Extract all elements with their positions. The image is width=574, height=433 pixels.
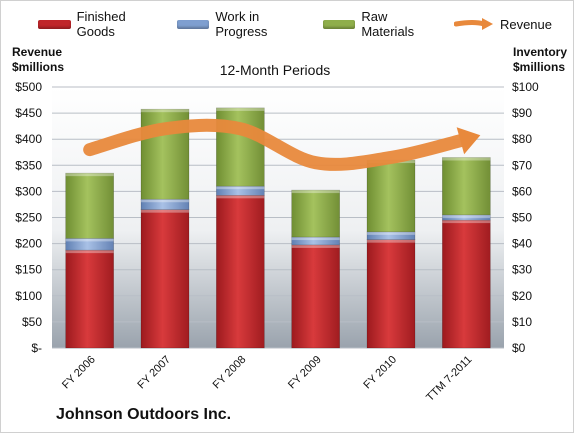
bar-raw-materials — [366, 159, 416, 233]
legend-label-finished-goods: Finished Goods — [76, 9, 126, 39]
legend-item-revenue: Revenue — [453, 16, 552, 32]
left-axis-title: Revenue $millions — [12, 45, 64, 75]
left-tick-label: $300 — [15, 184, 42, 198]
right-tick-label: $10 — [512, 315, 532, 329]
bar-finished-goods-highlight — [291, 244, 340, 248]
legend-swatch-finished-goods — [38, 19, 71, 29]
right-axis-title: Inventory $millions — [513, 45, 567, 75]
bar-raw-materials-highlight — [291, 190, 340, 194]
legend-label-raw-materials: Raw Materials — [361, 9, 415, 39]
bar-raw-materials — [442, 157, 491, 216]
right-tick-label: $30 — [512, 263, 532, 277]
bar-work-in-progress-highlight — [442, 214, 491, 218]
x-tick-label: FY 2007 — [135, 354, 173, 392]
bar-finished-goods-highlight — [216, 195, 265, 199]
company-name: Johnson Outdoors Inc. — [56, 406, 232, 423]
revenue-line — [83, 118, 481, 171]
x-tick-label: TTM 7-2011 — [424, 354, 474, 404]
bar-raw-materials-highlight — [65, 173, 114, 177]
bar-finished-goods — [65, 249, 114, 349]
bar-work-in-progress-highlight — [367, 231, 415, 235]
chart-subtitle: 12-Month Periods — [219, 62, 331, 78]
right-axis-ticks: $0 $10 $20 $30 $40 $50 $60 $70 $80 $90 $100 — [512, 80, 539, 355]
bar-work-in-progress-highlight — [65, 238, 114, 242]
bar-finished-goods — [291, 244, 340, 349]
left-tick-label: $400 — [15, 132, 42, 146]
legend-swatch-work-in-progress — [176, 19, 210, 29]
bar-raw-materials-highlight — [442, 157, 491, 161]
bar-finished-goods-highlight — [367, 239, 415, 243]
right-tick-label: $50 — [512, 211, 532, 225]
right-tick-label: $0 — [512, 341, 526, 355]
bar-finished-goods-highlight — [141, 209, 189, 213]
left-tick-label: $150 — [15, 263, 42, 277]
right-tick-label: $60 — [512, 184, 532, 198]
bar-finished-goods — [442, 219, 491, 349]
left-tick-label: $- — [31, 341, 42, 355]
right-tick-label: $40 — [512, 237, 532, 251]
bar-finished-goods — [366, 239, 416, 349]
grid-lines — [52, 86, 504, 349]
bar-raw-materials-highlight — [141, 109, 189, 113]
left-tick-label: $350 — [15, 158, 42, 172]
left-tick-label: $450 — [15, 106, 42, 120]
legend-item-work-in-progress: Work in Progress — [176, 9, 301, 39]
bar-finished-goods — [216, 195, 265, 349]
left-tick-label: $50 — [22, 315, 42, 329]
bar-raw-materials — [291, 189, 340, 238]
bar-raw-materials-highlight — [216, 107, 265, 111]
revenue-line-path — [83, 118, 469, 171]
left-tick-label: $100 — [15, 289, 42, 303]
legend-swatch-raw-materials — [322, 19, 356, 29]
legend-label-revenue: Revenue — [499, 16, 552, 32]
revenue-arrowhead — [456, 127, 481, 155]
right-tick-label: $70 — [512, 158, 532, 172]
right-tick-label: $80 — [512, 132, 532, 146]
left-tick-label: $500 — [15, 80, 42, 94]
left-tick-label: $200 — [15, 237, 42, 251]
right-tick-label: $90 — [512, 106, 532, 120]
left-tick-label: $250 — [15, 211, 42, 225]
legend: Finished Goods Work in Progress Raw Mate… — [38, 9, 574, 39]
legend-item-finished-goods: Finished Goods — [38, 9, 155, 39]
bars — [65, 107, 491, 349]
right-axis-title-line1: Inventory — [513, 45, 568, 59]
bar-finished-goods — [140, 209, 190, 349]
x-tick-label: FY 2008 — [211, 354, 249, 392]
x-tick-label: FY 2006 — [60, 354, 98, 392]
right-axis-title-line2: $millions — [513, 60, 566, 74]
right-tick-label: $100 — [512, 80, 539, 94]
bar-finished-goods-highlight — [65, 250, 114, 254]
bar-work-in-progress-highlight — [291, 237, 340, 241]
x-tick-label: FY 2010 — [361, 354, 399, 392]
legend-arrow-icon — [453, 18, 493, 30]
right-tick-label: $20 — [512, 289, 532, 303]
x-axis-ticks: FY 2006 FY 2007 FY 2008 FY 2009 FY 2010 TTM 7… — [60, 354, 474, 404]
bar-finished-goods-highlight — [442, 220, 491, 224]
left-axis-title-line2: $millions — [12, 60, 65, 74]
left-axis-ticks: $- $50 $100 $150 $200 $250 $300 $350 $400 $450 $50… — [15, 80, 42, 355]
legend-label-work-in-progress: Work in Progress — [215, 9, 268, 39]
legend-item-raw-materials: Raw Materials — [322, 9, 432, 39]
bar-work-in-progress-highlight — [141, 199, 189, 203]
bar-raw-materials — [65, 172, 114, 239]
bar-work-in-progress-highlight — [216, 186, 265, 190]
left-axis-title-line1: Revenue — [12, 45, 63, 59]
x-tick-label: FY 2009 — [286, 354, 324, 392]
